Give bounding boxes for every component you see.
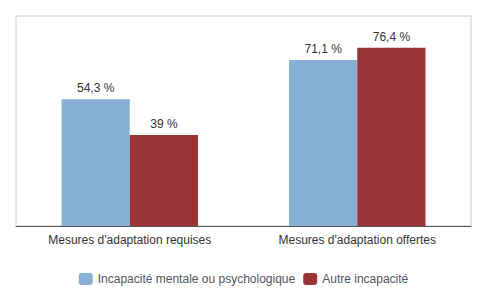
svg-text:71,1 %: 71,1 % <box>304 42 342 56</box>
svg-text:39 %: 39 % <box>150 117 178 131</box>
svg-text:76,4 %: 76,4 % <box>373 30 411 44</box>
svg-text:Mesures d'adaptation offertes: Mesures d'adaptation offertes <box>279 233 437 247</box>
svg-text:Incapacité mentale ou psycholo: Incapacité mentale ou psychologique <box>98 272 296 286</box>
svg-text:Mesures d'adaptation requises: Mesures d'adaptation requises <box>48 233 211 247</box>
svg-text:54,3 %: 54,3 % <box>77 81 115 95</box>
svg-text:Autre incapacité: Autre incapacité <box>322 272 408 286</box>
